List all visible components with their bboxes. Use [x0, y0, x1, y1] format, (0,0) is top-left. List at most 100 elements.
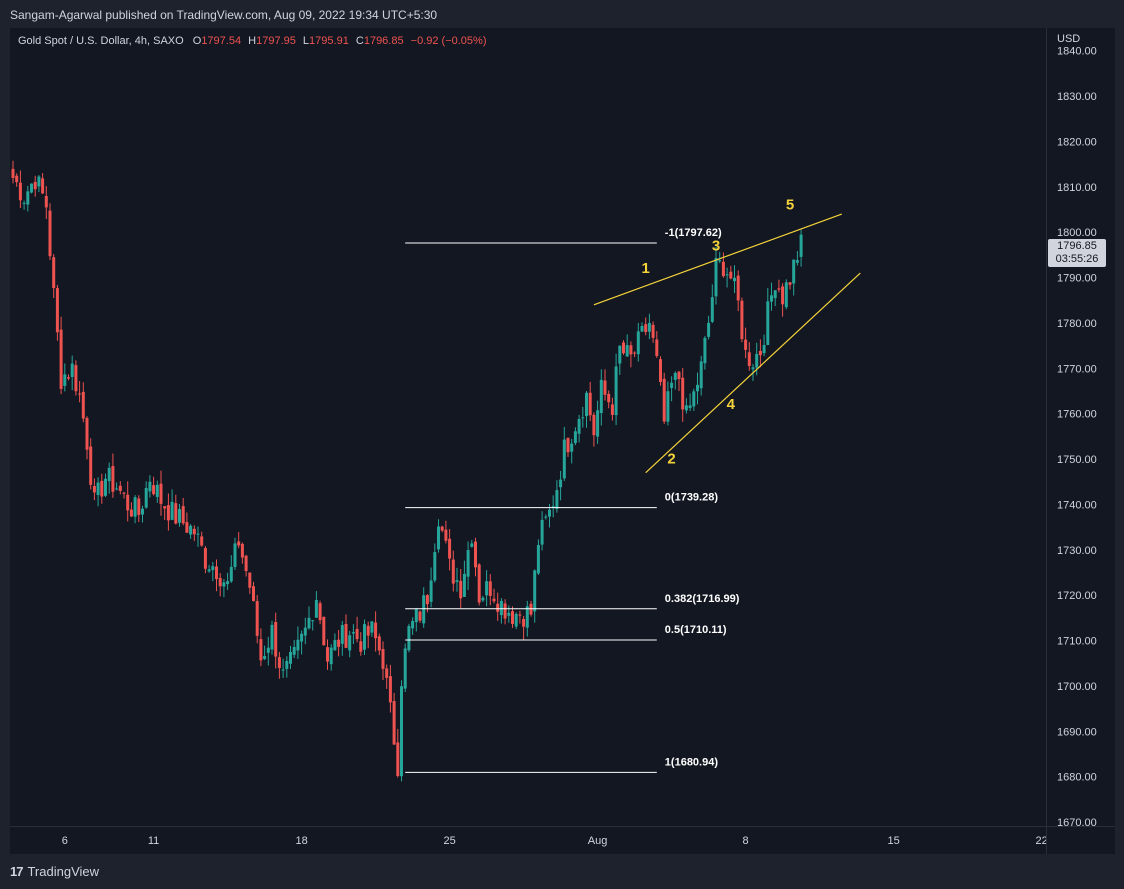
- wave-label-2: 2: [667, 451, 675, 468]
- candle-body: [89, 446, 93, 485]
- candle-body: [359, 641, 363, 652]
- candle-body: [296, 639, 300, 651]
- high-value: 1797.95: [256, 35, 296, 47]
- candle-body: [721, 261, 725, 277]
- candle-body: [677, 371, 681, 379]
- candle-body: [736, 275, 740, 301]
- current-price: 1796.85: [1057, 240, 1097, 252]
- candle-body: [248, 572, 252, 588]
- candle-body: [758, 350, 762, 356]
- price-tick-label: 1740.00: [1057, 499, 1097, 511]
- tradingview-logo-icon: 17: [10, 864, 24, 879]
- candle-body: [588, 392, 592, 416]
- candle-body: [126, 494, 130, 511]
- candle-body: [425, 595, 429, 605]
- candle-body: [37, 176, 41, 187]
- candle-body: [281, 669, 285, 671]
- candle-body: [725, 274, 729, 276]
- candle-body: [511, 611, 514, 624]
- candle-body: [562, 439, 566, 479]
- candle-body: [407, 626, 411, 651]
- price-tick-label: 1700.00: [1057, 681, 1097, 693]
- candle-body: [159, 483, 163, 504]
- candle-body: [733, 277, 736, 282]
- symbol-legend: Gold Spot / U.S. Dollar, 4h, SAXO O1797.…: [18, 35, 487, 47]
- candle-body: [203, 548, 207, 569]
- candle-body: [329, 647, 333, 665]
- candle-body: [259, 639, 263, 661]
- price-tick-label: 1730.00: [1057, 545, 1097, 557]
- chart-area[interactable]: -1(1797.62) 0(1739.28) 0.382(1716.99) 0.5(1…: [10, 28, 1046, 826]
- time-tick-label: Aug: [588, 835, 608, 847]
- candle-body: [11, 168, 15, 178]
- candle-body: [662, 378, 666, 422]
- candle-body: [477, 564, 481, 603]
- candle-body: [448, 538, 452, 559]
- candle-body: [670, 382, 674, 388]
- price-tick-label: 1680.00: [1057, 772, 1097, 784]
- candle-body: [692, 391, 696, 407]
- candle-body: [70, 363, 74, 377]
- candle-body: [22, 202, 26, 204]
- candle-body: [533, 570, 537, 612]
- close-value: 1796.85: [363, 35, 404, 47]
- candle-body: [770, 295, 773, 302]
- candle-body: [111, 466, 115, 492]
- candle-body: [666, 391, 670, 422]
- candle-body: [374, 622, 378, 639]
- candle-body: [437, 526, 440, 550]
- candle-body: [444, 529, 448, 541]
- candle-body: [799, 234, 803, 257]
- price-tick-label: 1720.00: [1057, 590, 1097, 602]
- candle-body: [762, 345, 766, 354]
- candle-body: [544, 516, 548, 518]
- price-axis[interactable]: USD 1670.00 1680.00 1690.00 1700.00 1710.00 1…: [1046, 28, 1115, 826]
- candle-body: [240, 543, 244, 558]
- candle-body: [30, 183, 33, 193]
- candle-body: [152, 485, 156, 495]
- price-chart[interactable]: -1(1797.62) 0(1739.28) 0.382(1716.99) 0.5(1…: [10, 28, 1046, 826]
- candle-body: [170, 501, 174, 520]
- wave-label-4: 4: [727, 396, 736, 413]
- candle-body: [755, 353, 759, 368]
- candle-body: [44, 195, 48, 208]
- tradingview-brand[interactable]: 17 TradingView: [10, 864, 99, 879]
- candle-body: [381, 649, 385, 669]
- candle-body: [659, 359, 662, 382]
- candle-body: [710, 297, 714, 322]
- candle-body: [333, 640, 337, 651]
- candle-body: [499, 600, 503, 616]
- candle-body: [651, 324, 655, 338]
- candle-body: [222, 582, 226, 587]
- wave-label-3: 3: [712, 237, 720, 254]
- candle-body: [174, 503, 178, 524]
- price-tick-label: 1820.00: [1057, 136, 1097, 148]
- candle-body: [196, 533, 200, 535]
- time-tick-label: 25: [443, 835, 455, 847]
- candle-body: [92, 486, 96, 493]
- candle-body: [144, 487, 148, 508]
- candle-body: [414, 609, 418, 623]
- candle-body: [525, 606, 529, 628]
- candle-body: [540, 519, 544, 545]
- price-tick-label: 1840.00: [1057, 46, 1097, 58]
- fib-level-label: -1(1797.62): [665, 227, 722, 239]
- candle-body: [59, 329, 63, 389]
- price-tick-label: 1780.00: [1057, 318, 1097, 330]
- candle-body: [647, 322, 651, 332]
- candle-body: [277, 657, 281, 668]
- candle-body: [155, 484, 159, 497]
- time-tick-label: 11: [148, 835, 159, 847]
- candle-body: [570, 443, 574, 452]
- candle-body: [607, 393, 611, 403]
- time-axis[interactable]: 6 11 18 25 Aug 8 15 22: [10, 826, 1046, 854]
- fib-level-label: 0.5(1710.11): [665, 624, 727, 636]
- candle-body: [766, 301, 770, 345]
- candle-body: [233, 543, 237, 567]
- brand-name: TradingView: [27, 864, 100, 879]
- candle-body: [566, 437, 570, 453]
- candle-body: [226, 581, 230, 585]
- candle-body: [451, 559, 455, 584]
- candle-body: [81, 391, 85, 419]
- candle-body: [163, 506, 167, 509]
